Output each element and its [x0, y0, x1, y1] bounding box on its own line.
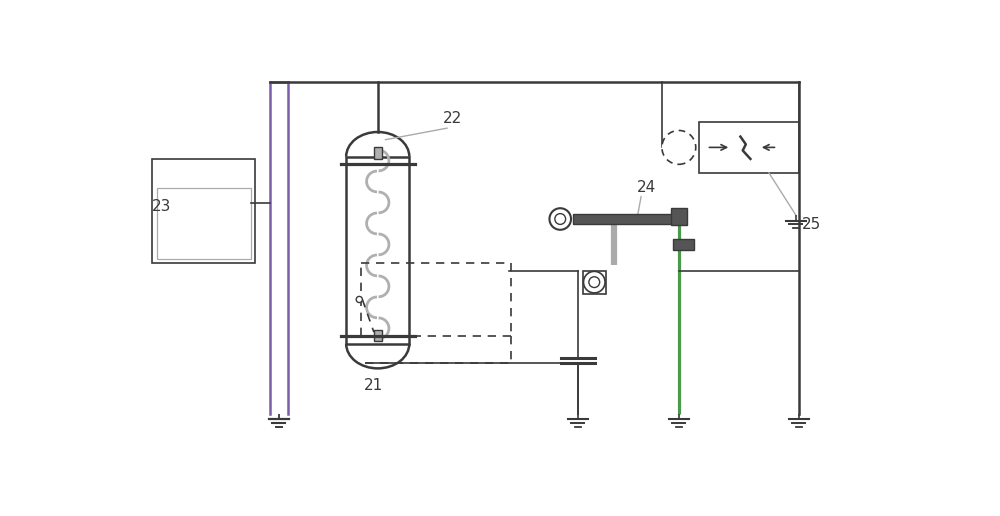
Bar: [673, 239, 694, 250]
Text: 25: 25: [802, 217, 821, 232]
Bar: [374, 147, 382, 159]
Circle shape: [356, 296, 362, 302]
Circle shape: [583, 271, 605, 293]
Circle shape: [662, 131, 696, 164]
Bar: [583, 270, 606, 294]
Bar: [699, 122, 799, 173]
Bar: [671, 208, 687, 225]
Circle shape: [549, 208, 571, 230]
Bar: [152, 159, 255, 263]
Text: 23: 23: [152, 199, 172, 214]
Text: 22: 22: [443, 111, 462, 126]
Bar: [157, 188, 251, 259]
Text: 24: 24: [637, 180, 656, 195]
Text: 21: 21: [364, 378, 384, 393]
Circle shape: [555, 214, 566, 224]
Circle shape: [589, 277, 600, 287]
Bar: [346, 157, 409, 344]
Bar: [374, 330, 382, 341]
Bar: [573, 214, 680, 224]
